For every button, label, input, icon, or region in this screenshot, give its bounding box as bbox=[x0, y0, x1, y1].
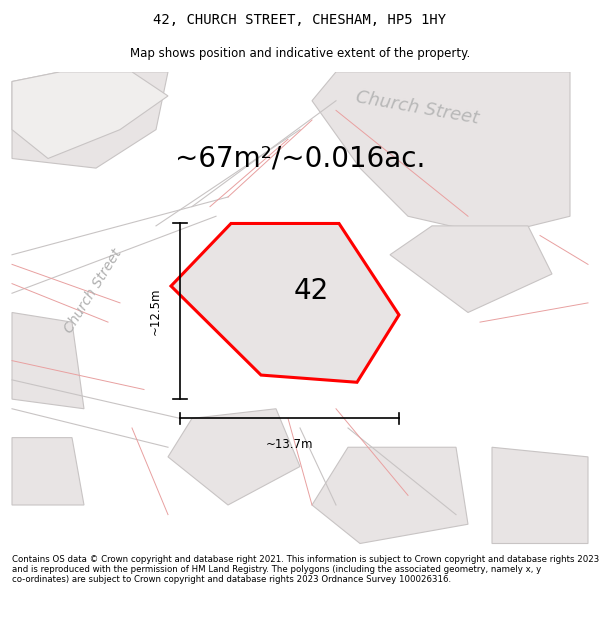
Polygon shape bbox=[168, 409, 300, 505]
Polygon shape bbox=[312, 448, 468, 544]
Text: Map shows position and indicative extent of the property.: Map shows position and indicative extent… bbox=[130, 48, 470, 61]
Text: 42, CHURCH STREET, CHESHAM, HP5 1HY: 42, CHURCH STREET, CHESHAM, HP5 1HY bbox=[154, 13, 446, 27]
Polygon shape bbox=[12, 312, 84, 409]
Polygon shape bbox=[12, 72, 168, 159]
Text: Church Street: Church Street bbox=[62, 246, 124, 336]
Polygon shape bbox=[492, 448, 588, 544]
Text: 42: 42 bbox=[293, 278, 329, 305]
Polygon shape bbox=[390, 226, 552, 312]
Polygon shape bbox=[12, 438, 84, 505]
Polygon shape bbox=[171, 224, 399, 382]
Polygon shape bbox=[12, 72, 168, 168]
Polygon shape bbox=[312, 72, 570, 236]
Text: Contains OS data © Crown copyright and database right 2021. This information is : Contains OS data © Crown copyright and d… bbox=[12, 554, 599, 584]
Text: ~12.5m: ~12.5m bbox=[148, 288, 161, 335]
Text: ~13.7m: ~13.7m bbox=[266, 438, 313, 451]
Text: Church Street: Church Street bbox=[354, 88, 480, 127]
Text: ~67m²/~0.016ac.: ~67m²/~0.016ac. bbox=[175, 144, 425, 172]
